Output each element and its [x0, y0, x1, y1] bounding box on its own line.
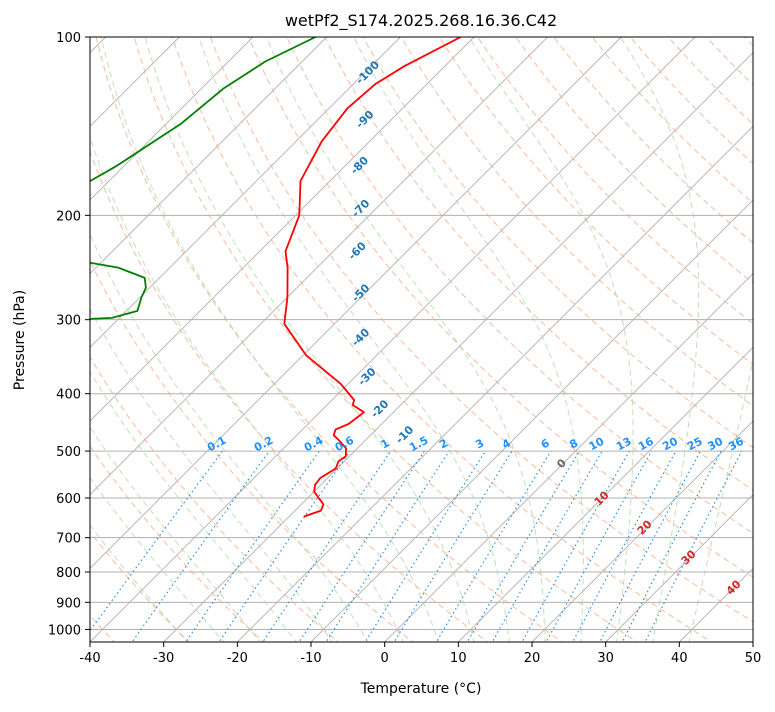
y-tick-label: 1000: [48, 623, 81, 638]
chart-title: wetPf2_S174.2025.268.16.36.C42: [285, 11, 557, 31]
x-tick-label: 0: [381, 651, 389, 666]
x-tick-label: -10: [300, 651, 321, 666]
isotherm-line: [531, 420, 753, 642]
y-tick-label: 600: [56, 492, 81, 507]
moist-adiabat-line: [266, 37, 546, 642]
moist-adiabat-line: [144, 37, 475, 642]
mixing-ratio-label: 36: [726, 435, 746, 454]
isotherm-line: [458, 346, 753, 642]
mixing-ratio-line: [298, 450, 425, 642]
y-tick-label: 400: [56, 388, 81, 403]
moist-adiabat-line: [620, 37, 700, 642]
y-tick-label: 900: [56, 596, 81, 611]
x-tick-label: -30: [153, 651, 174, 666]
moist-adiabat-line: [198, 37, 510, 642]
isotherm-line: [237, 125, 753, 642]
grid-layer: [90, 37, 753, 642]
y-tick-label: 100: [56, 31, 81, 46]
mixing-ratio-label: 25: [685, 435, 705, 454]
isotherm-line: [384, 273, 753, 642]
x-tick-label: -20: [227, 651, 248, 666]
moist-adiabat-line: [90, 308, 333, 642]
plot-frame: [89, 36, 754, 643]
mixing-ratio-line: [364, 450, 486, 642]
moist-adiabat-line: [90, 135, 404, 642]
dry-adiabat-line: [90, 150, 489, 642]
mixing-ratio-line: [90, 450, 223, 632]
x-tick-label: -40: [79, 651, 100, 666]
isotherm-line: [90, 37, 475, 422]
mixing-ratio-line: [466, 450, 580, 642]
mixing-ratio-line: [644, 450, 743, 642]
mixing-ratio-line: [262, 450, 392, 642]
mixing-ratio-label: 20: [660, 434, 680, 453]
isotherm-line: [90, 37, 254, 201]
x-tick-label: 20: [524, 651, 541, 666]
moist-adiabat-line: [90, 476, 225, 642]
moist-adiabat-line: [90, 233, 369, 642]
x-tick-label: 10: [450, 651, 467, 666]
y-tick-label: 200: [56, 209, 81, 224]
y-axis-title: Pressure (hPa): [12, 290, 28, 390]
isotherm-line: [90, 37, 327, 275]
dry-adiabat-line: [133, 37, 638, 642]
y-tick-label: 700: [56, 532, 81, 547]
isotherm-line: [163, 52, 753, 642]
moist-adiabat-line: [468, 37, 634, 642]
moist-adiabat-line: [90, 524, 188, 642]
y-tick-label: 500: [56, 445, 81, 460]
x-tick-label: 50: [745, 651, 762, 666]
mixing-ratio-line: [521, 450, 630, 642]
mixing-ratio-line: [435, 450, 552, 642]
isotherm-line: [90, 37, 548, 496]
dry-adiabat-line: [515, 37, 753, 284]
mixing-ratio-label: 13: [614, 435, 634, 454]
x-axis-title: Temperature (°C): [360, 681, 482, 697]
dry-adiabat-line: [90, 356, 340, 642]
y-tick-label: 800: [56, 566, 81, 581]
moist-adiabat-line: [90, 426, 261, 642]
moist-adiabat-line: [688, 358, 753, 642]
isotherm-line: [90, 37, 401, 348]
mixing-ratio-line: [621, 450, 722, 642]
x-tick-label: 30: [597, 651, 614, 666]
mixing-ratio-line: [393, 450, 513, 642]
isotherm-line: [90, 37, 622, 569]
mixing-ratio-label: 16: [636, 435, 656, 454]
series-layer: [90, 37, 462, 518]
y-tick-label: 300: [56, 314, 81, 329]
mixing-ratio-label: 10: [587, 434, 607, 453]
moist-adiabat-line: [353, 37, 584, 642]
dry-adiabat-line: [95, 37, 564, 642]
mixing-ratio-line: [491, 450, 603, 642]
x-tick-label: 40: [671, 651, 688, 666]
moist-adiabat-line: [90, 370, 297, 642]
isotherm-line: [310, 199, 753, 642]
isotherm-line: [90, 37, 696, 642]
moist-adiabat-line: [100, 37, 440, 642]
axis-layer: -40 -30 -20 -10 0 10 20 30 40 50 100 200 300 400 500 60…: [48, 31, 761, 666]
mixing-ratio-label: 30: [706, 435, 726, 454]
dry-adiabat-line: [90, 259, 414, 642]
mixing-ratio-line: [325, 450, 450, 642]
isotherm-line: [605, 494, 753, 642]
mixing-ratio-line: [218, 450, 351, 642]
dry-adiabat-line: [90, 445, 265, 642]
temperature-profile-line: [283, 37, 462, 518]
dry-adiabat-line: [209, 37, 753, 623]
